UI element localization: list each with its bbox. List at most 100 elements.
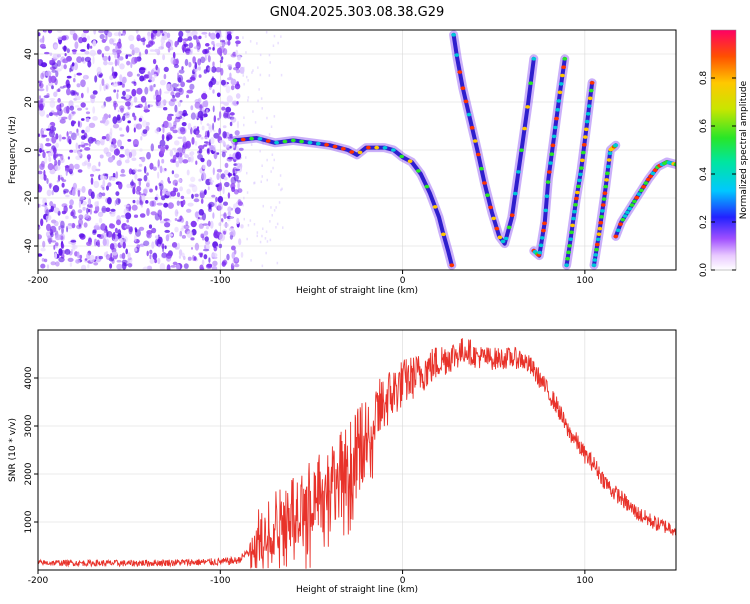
noise-speckle — [116, 116, 122, 124]
noise-speckle — [71, 111, 76, 115]
noise-speckle — [176, 192, 181, 198]
noise-speckle — [156, 126, 160, 135]
noise-speckle — [189, 83, 195, 90]
noise-speckle — [250, 143, 253, 146]
snr-x-ticks: -200 -100 0 100 — [28, 570, 594, 586]
noise-speckle — [183, 263, 189, 269]
noise-speckle — [112, 123, 120, 129]
noise-speckle — [86, 161, 91, 170]
snr-x-label: Height of straight line (km) — [296, 585, 418, 595]
ridge-amplitude-blob — [457, 70, 463, 74]
snr-y-tick-label: 3000 — [24, 414, 34, 437]
noise-speckle — [158, 46, 165, 50]
noise-speckle — [138, 117, 142, 122]
ridge-amplitude-blob — [366, 145, 371, 150]
noise-speckle — [164, 222, 171, 228]
noise-speckle — [95, 256, 98, 260]
noise-speckle — [86, 207, 89, 214]
noise-speckle — [213, 115, 216, 123]
noise-speckle — [63, 64, 67, 70]
noise-speckle — [194, 101, 201, 109]
noise-speckle — [149, 162, 154, 170]
noise-speckle — [172, 129, 178, 134]
noise-speckle — [55, 152, 58, 158]
noise-speckle — [172, 147, 177, 151]
noise-speckle — [110, 176, 116, 181]
noise-speckle — [254, 181, 256, 185]
noise-speckle — [182, 136, 187, 144]
noise-speckle — [189, 184, 196, 187]
noise-speckle — [101, 192, 106, 197]
noise-speckle — [191, 137, 195, 145]
ridge-amplitude-blob — [479, 166, 484, 171]
noise-speckle — [85, 111, 91, 115]
noise-speckle — [116, 219, 121, 226]
noise-speckle — [47, 235, 51, 239]
noise-speckle — [218, 111, 222, 119]
noise-speckle — [212, 212, 215, 219]
noise-speckle — [164, 245, 167, 250]
noise-speckle — [116, 160, 122, 166]
noise-speckle — [172, 94, 176, 99]
noise-speckle — [222, 131, 227, 139]
ridge-amplitude-blob — [307, 140, 313, 145]
ridge-amplitude-blob — [578, 172, 583, 177]
noise-speckle — [221, 151, 226, 158]
noise-speckle — [250, 259, 252, 262]
noise-speckle — [104, 45, 110, 52]
noise-speckle — [178, 255, 181, 259]
ridge-amplitude-blob — [494, 226, 500, 231]
ridge-amplitude-blob — [589, 81, 595, 85]
ridge-amplitude-blob — [613, 143, 619, 147]
ridge-amplitude-blob — [556, 99, 562, 103]
noise-speckle — [76, 83, 81, 88]
noise-speckle — [238, 147, 244, 151]
noise-speckle — [154, 196, 158, 201]
snr-x-tick-label: -200 — [28, 576, 49, 586]
ridge-amplitude-blob — [482, 181, 487, 185]
noise-speckle — [88, 122, 96, 128]
noise-speckle — [39, 163, 45, 170]
ridge-amplitude-blob — [557, 90, 563, 95]
noise-speckle — [268, 133, 271, 136]
ridge-amplitude-blob — [586, 104, 592, 108]
noise-speckle — [172, 261, 178, 266]
noise-speckle — [201, 31, 208, 35]
colorbar-tick-label: 0.0 — [699, 263, 709, 278]
noise-speckle — [229, 112, 235, 116]
noise-speckle — [227, 156, 234, 160]
noise-speckle — [162, 54, 166, 61]
noise-speckle — [227, 64, 232, 68]
noise-speckle — [119, 253, 123, 259]
noise-speckle — [115, 191, 120, 197]
noise-speckle — [134, 173, 138, 180]
noise-speckle — [126, 219, 129, 223]
noise-speckle — [230, 116, 237, 123]
spectrogram-y-tick-label: 40 — [24, 48, 34, 60]
ridge-amplitude-blob — [596, 232, 602, 236]
spectrogram-x-ticks: -200 -100 0 100 — [28, 270, 594, 286]
noise-speckle — [199, 190, 204, 193]
noise-speckle — [142, 129, 148, 135]
ridge-amplitude-blob — [594, 247, 599, 252]
noise-speckle — [127, 139, 132, 142]
snr-series-line — [38, 338, 676, 569]
noise-speckle — [131, 157, 137, 161]
noise-speckle — [231, 143, 236, 149]
noise-speckle — [159, 88, 162, 97]
noise-speckle — [116, 263, 123, 270]
noise-speckle — [194, 242, 200, 251]
noise-speckle — [119, 63, 125, 70]
noise-speckle — [210, 77, 217, 85]
noise-speckle — [51, 190, 54, 196]
noise-speckle — [207, 186, 210, 191]
noise-speckle — [48, 156, 52, 162]
noise-speckle — [215, 42, 221, 47]
ridge-amplitude-blob — [615, 228, 621, 233]
noise-speckle — [43, 258, 48, 263]
noise-speckle — [56, 104, 61, 111]
noise-speckle — [53, 44, 58, 49]
noise-speckle — [202, 223, 209, 226]
noise-speckle — [109, 144, 114, 153]
